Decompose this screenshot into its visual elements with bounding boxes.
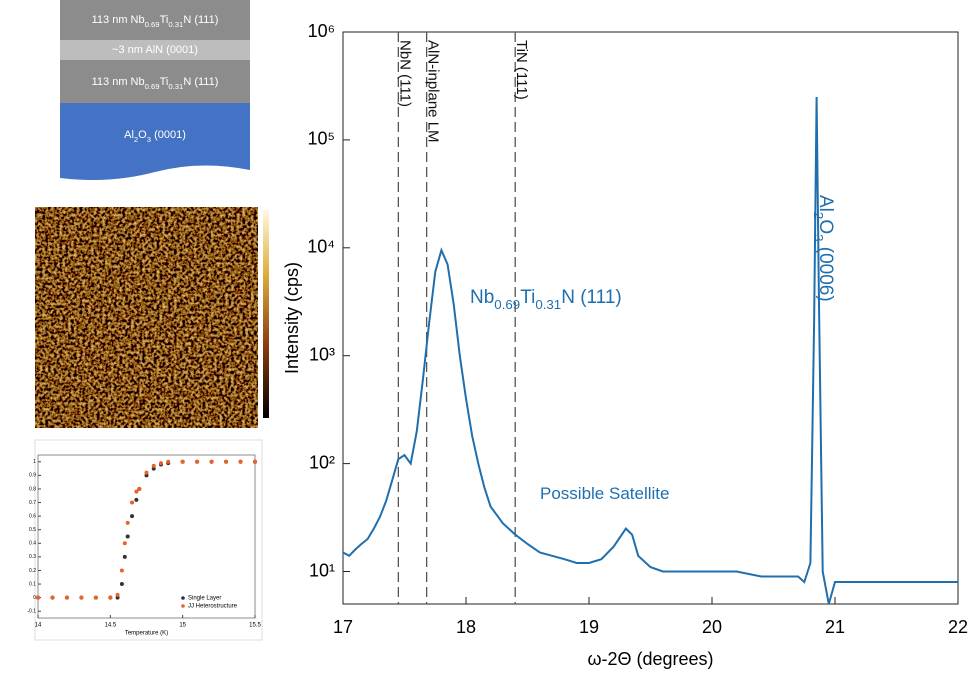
y-tick-label: 0.2 [29, 568, 36, 574]
x-tick-label: 15 [179, 623, 186, 629]
inset-panel [35, 440, 262, 640]
data-point [94, 596, 98, 600]
data-point [195, 460, 199, 464]
data-point [50, 596, 54, 600]
text-part: 0.69 [494, 297, 520, 312]
y-tick-label: -0.1 [27, 609, 36, 615]
annotation: Nb0.69Ti0.31N (111) [470, 287, 622, 312]
layer-label: ~3 nm AlN (0001) [112, 44, 198, 56]
legend-marker [181, 596, 185, 600]
reference-label: AlN-inplane LM [425, 40, 442, 143]
data-point [123, 541, 127, 545]
data-point [126, 521, 130, 525]
text-part: N (111) [561, 287, 622, 308]
text-part: Possible Satellite [540, 484, 669, 503]
data-point [210, 460, 214, 464]
data-point [137, 487, 141, 491]
y-tick-label: 10⁵ [308, 129, 335, 149]
data-point [253, 460, 257, 464]
text-part: 2 [811, 212, 826, 219]
text-part: 0.69 [145, 82, 160, 91]
data-point [36, 596, 40, 600]
y-tick-label: 10² [309, 452, 335, 472]
data-point [130, 501, 134, 505]
text-part: 113 nm Nb [92, 14, 145, 26]
legend-label: Single Layer [188, 596, 221, 602]
x-tick-label: 20 [702, 617, 722, 637]
x-axis-label: ω-2Θ (degrees) [587, 649, 713, 669]
x-tick-label: 15.5 [249, 623, 261, 629]
y-tick-label: 0.8 [29, 486, 36, 492]
text-part: N (111) [183, 14, 218, 26]
y-tick-label: 0.1 [29, 581, 36, 587]
text-part: 0.69 [145, 20, 160, 29]
data-point [123, 555, 127, 559]
data-point [120, 582, 124, 586]
text-part: (0001) [151, 129, 186, 141]
text-part: Ti [520, 287, 535, 308]
text-part: ~3 nm AlN (0001) [112, 44, 198, 56]
afm-texture [35, 207, 258, 428]
data-point [239, 460, 243, 464]
text-part: 0.31 [168, 20, 183, 29]
x-tick-label: 21 [825, 617, 845, 637]
y-tick-label: 10³ [309, 344, 335, 364]
y-tick-label: 10⁴ [307, 237, 335, 257]
data-point [166, 460, 170, 464]
x-tick-label: 18 [456, 617, 476, 637]
text-part: Ti [160, 76, 169, 88]
data-point [224, 460, 228, 464]
reference-label: TiN (111) [513, 40, 530, 100]
x-tick-label: 14 [35, 623, 42, 629]
y-tick-label: 0.5 [29, 527, 36, 533]
x-tick-label: 22 [948, 617, 968, 637]
reference-label: NbN (111) [396, 40, 413, 107]
y-tick-label: 0.3 [29, 554, 36, 560]
data-point [108, 596, 112, 600]
x-axis-label: Temperature (K) [125, 631, 168, 637]
data-point [126, 535, 130, 539]
y-tick-label: 10⁶ [308, 21, 335, 41]
figure: 113 nm Nb0.69Ti0.31N (111)~3 nm AlN (000… [0, 0, 972, 675]
text-part: 0.31 [168, 82, 183, 91]
data-line [343, 97, 958, 604]
x-tick-label: 14.5 [104, 623, 116, 629]
text-part: Nb [470, 287, 494, 308]
data-point [120, 568, 124, 572]
y-tick-label: 0.4 [29, 541, 36, 547]
y-tick-label: 0 [33, 595, 36, 601]
y-tick-label: 0.9 [29, 473, 36, 479]
data-point [181, 460, 185, 464]
text-part: O [815, 219, 836, 234]
text-part: (0006) [815, 242, 836, 302]
substrate [60, 103, 250, 180]
data-point [130, 514, 134, 518]
annotation: Possible Satellite [540, 484, 669, 503]
legend-marker [181, 604, 185, 608]
y-tick-label: 1 [33, 459, 36, 465]
afm-image [35, 207, 269, 428]
text-part: 0.31 [535, 297, 561, 312]
y-tick-label: 0.7 [29, 500, 36, 506]
y-axis-label: Intensity (cps) [282, 262, 302, 374]
data-point [79, 596, 83, 600]
text-part: Ti [160, 14, 169, 26]
data-point [159, 461, 163, 465]
data-point [152, 464, 156, 468]
data-point [116, 593, 120, 597]
x-tick-label: 19 [579, 617, 599, 637]
data-point [65, 596, 69, 600]
text-part: N (111) [183, 76, 218, 88]
data-point [134, 498, 138, 502]
text-part: Al [815, 195, 836, 212]
text-part: 113 nm Nb [92, 76, 145, 88]
text-part: 3 [811, 234, 826, 241]
colorbar [263, 210, 269, 418]
data-point [145, 471, 149, 475]
legend-label: JJ Heterostructure [188, 604, 238, 610]
y-tick-label: 10¹ [309, 560, 335, 580]
x-tick-label: 17 [333, 617, 353, 637]
y-tick-label: 0.6 [29, 513, 36, 519]
text-part: Al [124, 129, 134, 141]
